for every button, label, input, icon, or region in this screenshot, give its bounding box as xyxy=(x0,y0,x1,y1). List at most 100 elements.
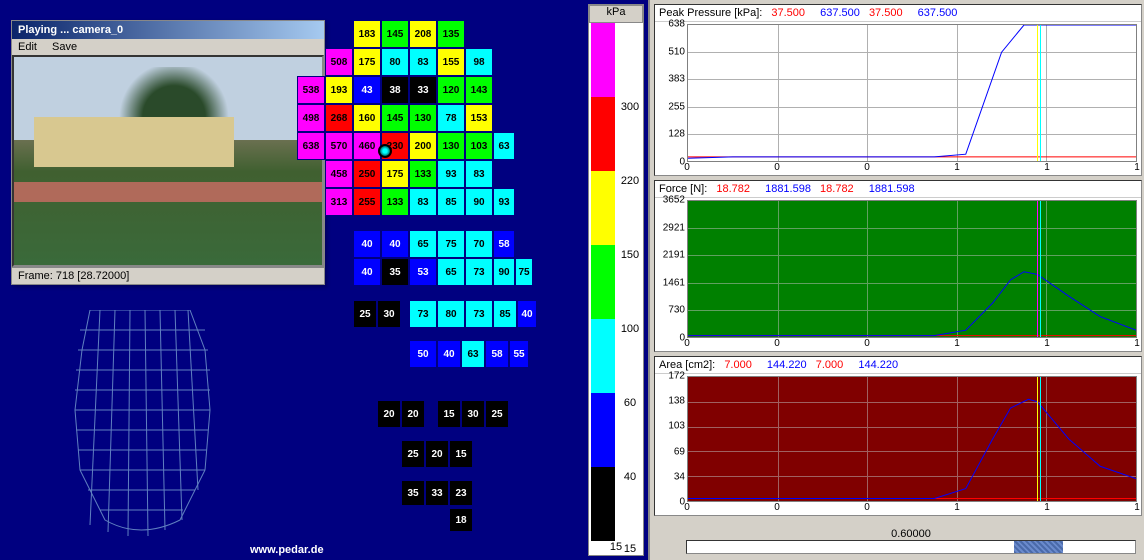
scale-min: 15 xyxy=(589,541,643,553)
cursor-marker xyxy=(378,144,392,158)
pressure-cell[interactable]: 35 xyxy=(381,258,409,286)
pressure-cell[interactable]: 50 xyxy=(409,340,437,368)
pressure-cell[interactable]: 58 xyxy=(493,230,515,258)
pressure-cell[interactable]: 73 xyxy=(465,258,493,286)
pressure-cell[interactable]: 133 xyxy=(381,188,409,216)
pressure-cell[interactable]: 90 xyxy=(465,188,493,216)
pressure-cell[interactable]: 40 xyxy=(517,300,537,328)
pressure-cell[interactable]: 20 xyxy=(377,400,401,428)
pressure-cell[interactable]: 160 xyxy=(353,104,381,132)
chart-area: Area [cm2]: 7.000 144.220 7.000 144.220 … xyxy=(654,356,1142,516)
pressure-cell[interactable]: 20 xyxy=(401,400,425,428)
pressure-cell[interactable]: 65 xyxy=(409,230,437,258)
pressure-cell[interactable]: 15 xyxy=(449,440,473,468)
slider-track[interactable] xyxy=(686,540,1136,554)
pressure-cell[interactable]: 20 xyxy=(425,440,449,468)
pressure-cell[interactable]: 73 xyxy=(465,300,493,328)
pressure-cell[interactable]: 90 xyxy=(493,258,515,286)
pressure-cell[interactable]: 130 xyxy=(437,132,465,160)
camera-titlebar[interactable]: Playing ... camera_0 xyxy=(12,21,324,39)
pressure-cell[interactable]: 155 xyxy=(437,48,465,76)
pressure-cell[interactable]: 18 xyxy=(449,508,473,532)
pressure-cell[interactable]: 80 xyxy=(381,48,409,76)
pressure-cell[interactable]: 193 xyxy=(325,76,353,104)
pressure-cell[interactable]: 255 xyxy=(353,188,381,216)
pressure-cell[interactable]: 80 xyxy=(437,300,465,328)
pressure-cell[interactable]: 53 xyxy=(409,258,437,286)
pressure-cell[interactable]: 70 xyxy=(465,230,493,258)
xtick: 0 xyxy=(684,162,690,173)
scale-tick: 40 xyxy=(617,471,643,483)
pressure-cell[interactable]: 175 xyxy=(353,48,381,76)
pressure-cell[interactable]: 460 xyxy=(353,132,381,160)
chart-force-header: Force [N]: 18.782 1881.598 18.782 1881.5… xyxy=(655,181,1141,198)
pressure-cell[interactable]: 73 xyxy=(409,300,437,328)
pressure-cell[interactable]: 83 xyxy=(465,160,493,188)
menu-edit[interactable]: Edit xyxy=(18,41,37,53)
pressure-cell[interactable]: 30 xyxy=(461,400,485,428)
scale-tick: 60 xyxy=(617,397,643,409)
pressure-cell[interactable]: 83 xyxy=(409,48,437,76)
menu-save[interactable]: Save xyxy=(52,41,77,53)
ytick: 255 xyxy=(668,101,685,112)
pressure-cell[interactable]: 200 xyxy=(409,132,437,160)
pressure-cell[interactable]: 508 xyxy=(325,48,353,76)
pressure-cell[interactable]: 498 xyxy=(297,104,325,132)
pressure-cell[interactable]: 43 xyxy=(353,76,381,104)
pressure-cell[interactable]: 145 xyxy=(381,104,409,132)
pressure-cell[interactable]: 133 xyxy=(409,160,437,188)
pressure-cell[interactable]: 85 xyxy=(493,300,517,328)
pressure-cell[interactable]: 15 xyxy=(437,400,461,428)
ytick: 128 xyxy=(668,129,685,140)
pressure-cell[interactable]: 130 xyxy=(409,104,437,132)
pressure-cell[interactable]: 120 xyxy=(437,76,465,104)
pressure-cell[interactable]: 183 xyxy=(353,20,381,48)
pressure-cell[interactable]: 98 xyxy=(465,48,493,76)
pressure-cell[interactable]: 63 xyxy=(493,132,515,160)
pressure-cell[interactable]: 38 xyxy=(381,76,409,104)
pressure-cell[interactable]: 208 xyxy=(409,20,437,48)
pressure-cell[interactable]: 638 xyxy=(297,132,325,160)
pressure-cell[interactable]: 40 xyxy=(381,230,409,258)
pressure-cell[interactable]: 55 xyxy=(509,340,529,368)
pressure-cell[interactable]: 35 xyxy=(401,480,425,506)
pressure-cell[interactable]: 25 xyxy=(485,400,509,428)
pressure-cell[interactable]: 538 xyxy=(297,76,325,104)
pressure-cell[interactable]: 40 xyxy=(353,258,381,286)
pressure-cell[interactable]: 250 xyxy=(353,160,381,188)
foot-pressure-map[interactable]: 1831452081355081758083155985381934338331… xyxy=(308,10,508,550)
pressure-cell[interactable]: 33 xyxy=(409,76,437,104)
pressure-cell[interactable]: 93 xyxy=(493,188,515,216)
pressure-cell[interactable]: 40 xyxy=(353,230,381,258)
pressure-cell[interactable]: 75 xyxy=(515,258,533,286)
pressure-cell[interactable]: 313 xyxy=(325,188,353,216)
xtick: 0 xyxy=(684,338,690,349)
pressure-cell[interactable]: 25 xyxy=(401,440,425,468)
pressure-cell[interactable]: 63 xyxy=(461,340,485,368)
pressure-cell[interactable]: 570 xyxy=(325,132,353,160)
pressure-cell[interactable]: 23 xyxy=(449,480,473,506)
pressure-cell[interactable]: 175 xyxy=(381,160,409,188)
pressure-cell[interactable]: 83 xyxy=(409,188,437,216)
time-slider[interactable]: 0.60000 xyxy=(686,528,1136,556)
pressure-cell[interactable]: 65 xyxy=(437,258,465,286)
pressure-cell[interactable]: 145 xyxy=(381,20,409,48)
pressure-cell[interactable]: 33 xyxy=(425,480,449,506)
pressure-cell[interactable]: 103 xyxy=(465,132,493,160)
pressure-cell[interactable]: 135 xyxy=(437,20,465,48)
pressure-cell[interactable]: 153 xyxy=(465,104,493,132)
pressure-cell[interactable]: 458 xyxy=(325,160,353,188)
time-marker xyxy=(1037,201,1038,337)
pressure-cell[interactable]: 75 xyxy=(437,230,465,258)
chart-force: Force [N]: 18.782 1881.598 18.782 1881.5… xyxy=(654,180,1142,352)
pressure-cell[interactable]: 25 xyxy=(353,300,377,328)
pressure-cell[interactable]: 85 xyxy=(437,188,465,216)
pressure-cell[interactable]: 78 xyxy=(437,104,465,132)
ytick: 2921 xyxy=(663,222,685,233)
pressure-cell[interactable]: 40 xyxy=(437,340,461,368)
pressure-cell[interactable]: 143 xyxy=(465,76,493,104)
pressure-cell[interactable]: 268 xyxy=(325,104,353,132)
pressure-cell[interactable]: 93 xyxy=(437,160,465,188)
pressure-cell[interactable]: 58 xyxy=(485,340,509,368)
pressure-cell[interactable]: 30 xyxy=(377,300,401,328)
